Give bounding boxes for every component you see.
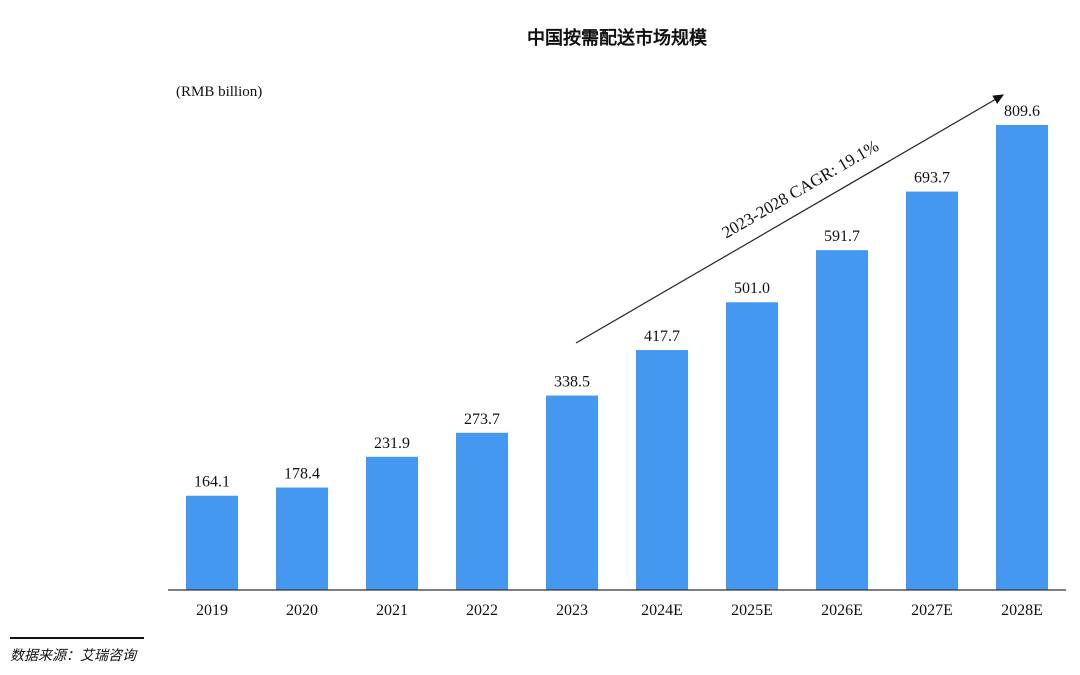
x-tick-label: 2025E <box>731 602 773 619</box>
data-label: 809.6 <box>1004 103 1040 120</box>
data-label: 164.1 <box>194 474 230 491</box>
data-label: 501.0 <box>734 280 770 297</box>
data-label: 591.7 <box>824 228 860 245</box>
source-divider <box>10 637 144 639</box>
data-label: 273.7 <box>464 411 500 428</box>
chart-title: 中国按需配送市场规模 <box>527 28 707 49</box>
x-tick-label: 2027E <box>911 602 953 619</box>
x-tick-label: 2023 <box>556 602 588 619</box>
cagr-arrow <box>575 94 1005 344</box>
bar <box>276 487 328 590</box>
data-label: 417.7 <box>644 328 680 345</box>
x-tick-label: 2021 <box>376 602 408 619</box>
bar <box>816 250 868 591</box>
data-label: 178.4 <box>284 466 320 483</box>
bar <box>906 191 958 590</box>
data-label: 338.5 <box>554 374 590 391</box>
data-label: 693.7 <box>914 170 950 187</box>
data-label: 231.9 <box>374 435 410 452</box>
bar <box>996 125 1048 590</box>
bar <box>186 495 238 590</box>
x-tick-label: 2022 <box>466 602 498 619</box>
cagr-annotation: 2023-2028 CAGR: 19.1% <box>719 136 882 242</box>
unit-label: (RMB billion) <box>176 84 263 100</box>
x-tick-label: 2019 <box>196 602 228 619</box>
bar <box>456 432 508 590</box>
bar <box>366 456 418 590</box>
bar <box>546 395 598 590</box>
bar <box>726 302 778 590</box>
x-tick-label: 2024E <box>641 602 683 619</box>
bar <box>636 350 688 590</box>
x-tick-label: 2026E <box>821 602 863 619</box>
x-tick-label: 2028E <box>1001 602 1043 619</box>
x-tick-label: 2020 <box>286 602 318 619</box>
source-note: 数据来源：艾瑞咨询 <box>10 648 136 664</box>
